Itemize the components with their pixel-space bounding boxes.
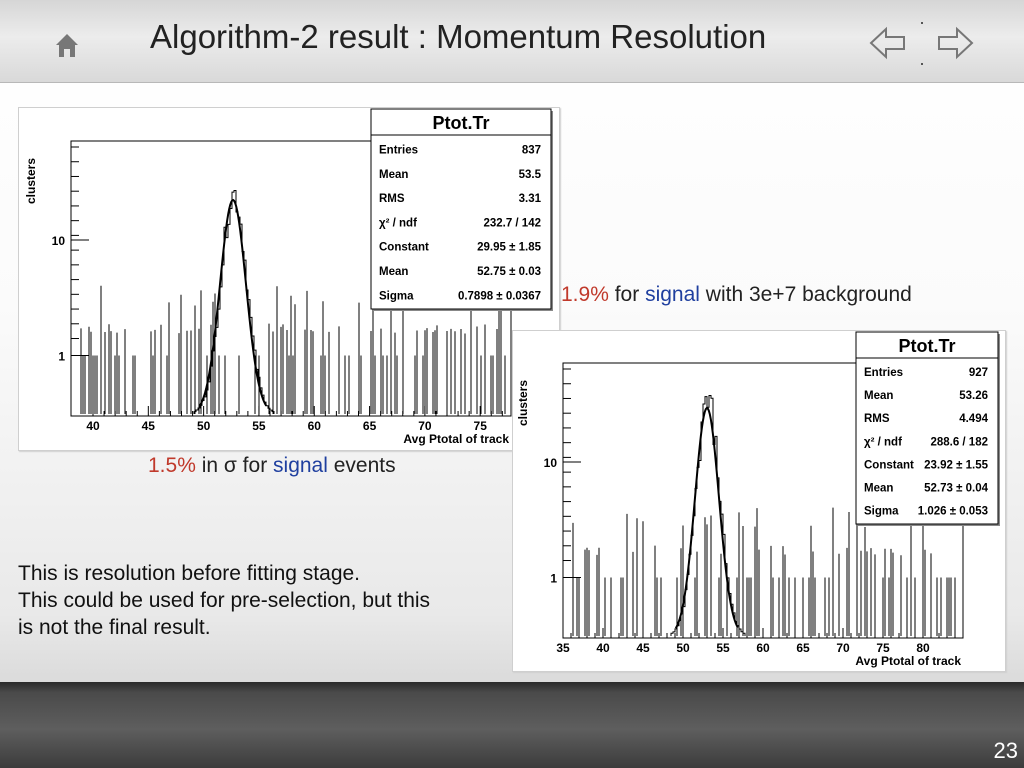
- stats-label: RMS: [379, 193, 405, 205]
- page-title: Algorithm-2 result : Momentum Resolution: [150, 18, 767, 55]
- x-axis-label: Avg Ptotal of track: [855, 654, 961, 668]
- stats-value: 288.6 / 182: [930, 436, 988, 448]
- x-tick-label: 45: [636, 641, 650, 655]
- x-tick-label: 50: [197, 419, 211, 433]
- histogram-peak: [193, 190, 275, 414]
- y-tick-label: 1: [550, 572, 557, 586]
- y-tick-label: 10: [544, 456, 558, 470]
- stats-value: 52.73 ± 0.04: [924, 483, 988, 495]
- x-tick-label: 70: [418, 419, 432, 433]
- gaussian-fit-curve: [198, 198, 268, 408]
- note-line: This is resolution before fitting stage.: [18, 562, 361, 585]
- y-axis-label: clusters: [516, 380, 530, 426]
- caption-right-tail: with 3e+7 background: [699, 283, 912, 306]
- nav-dot: [921, 63, 923, 65]
- x-axis-label: Avg Ptotal of track: [403, 432, 509, 446]
- x-tick-label: 75: [474, 419, 488, 433]
- x-tick-label: 60: [308, 419, 322, 433]
- caption-left-text: in σ for: [195, 454, 274, 477]
- x-tick-label: 55: [716, 641, 730, 655]
- x-tick-label: 60: [756, 641, 770, 655]
- stats-label: Entries: [864, 367, 903, 379]
- histogram-plot-left: clusters 10 1 40 45 50 55 60 65 70 75 Avg Ptotal of…: [18, 107, 560, 451]
- y-tick-label: 10: [52, 234, 66, 248]
- note-text: This is resolution before fitting stage.…: [18, 560, 498, 641]
- stats-label: RMS: [864, 413, 890, 425]
- nav-dot: [921, 22, 923, 24]
- y-axis-label: clusters: [24, 158, 38, 204]
- stats-value: 29.95 ± 1.85: [477, 242, 541, 254]
- home-icon[interactable]: [52, 30, 82, 60]
- caption-left-signal: signal: [273, 454, 328, 477]
- note-line: This could be used for pre-selection, bu…: [18, 589, 431, 612]
- stats-label: Constant: [864, 459, 914, 471]
- stats-box: [370, 108, 552, 310]
- x-tick-label: 35: [556, 641, 570, 655]
- x-tick-label: 80: [916, 641, 930, 655]
- stats-value: 837: [522, 145, 541, 157]
- previous-slide-icon[interactable]: [868, 26, 908, 60]
- y-tick-label: 1: [58, 350, 65, 364]
- x-tick-label: 45: [142, 419, 156, 433]
- stats-value: 23.92 ± 1.55: [924, 459, 988, 471]
- stats-label: Sigma: [379, 290, 414, 302]
- stats-label: Entries: [379, 145, 418, 157]
- x-tick-label: 70: [836, 641, 850, 655]
- caption-left-percent: 1.5%: [148, 454, 196, 477]
- stats-value: 53.5: [519, 169, 542, 181]
- x-tick-label: 65: [796, 641, 810, 655]
- histogram-peak: [670, 394, 746, 636]
- caption-right-percent: 1.9%: [561, 283, 609, 306]
- stats-value: 53.26: [959, 390, 988, 402]
- slide-number: 23: [993, 738, 1018, 763]
- footer-bar: 23: [0, 682, 1024, 768]
- header-bar: Algorithm-2 result : Momentum Resolution: [0, 0, 1024, 83]
- stats-label: Constant: [379, 242, 429, 254]
- stats-label: Sigma: [864, 506, 899, 518]
- stats-value: 4.494: [959, 413, 988, 425]
- caption-right-text: for: [608, 283, 646, 306]
- stats-label: Mean: [864, 483, 893, 495]
- note-line: is not the final result.: [18, 616, 211, 639]
- x-tick-label: 40: [86, 419, 100, 433]
- stats-label: Mean: [864, 390, 893, 402]
- x-tick-label: 65: [363, 419, 377, 433]
- stats-label: Mean: [379, 266, 408, 278]
- x-tick-label: 75: [876, 641, 890, 655]
- stats-value: 0.7898 ± 0.0367: [458, 290, 541, 302]
- stats-label: χ² / ndf: [379, 217, 417, 229]
- stats-box-title: Ptot.Tr: [899, 336, 956, 356]
- stats-value: 52.75 ± 0.03: [477, 266, 541, 278]
- x-tick-label: 50: [676, 641, 690, 655]
- gaussian-fit-curve: [674, 406, 739, 629]
- caption-left-tail: events: [327, 454, 396, 477]
- stats-box-title: Ptot.Tr: [433, 113, 490, 133]
- caption-right-signal: signal: [645, 283, 700, 306]
- stats-box: [855, 331, 999, 525]
- stats-value: 3.31: [519, 193, 542, 205]
- caption-left: 1.5% in σ for signal events: [148, 454, 396, 478]
- histogram-plot-right: clusters 10 1 35 40 45 50 55 60 65 70 75 80 Avg Ptota…: [512, 330, 1006, 672]
- stats-label: χ² / ndf: [864, 436, 902, 448]
- stats-value: 1.026 ± 0.053: [918, 506, 988, 518]
- stats-value: 232.7 / 142: [483, 217, 541, 229]
- stats-label: Mean: [379, 169, 408, 181]
- caption-right: 1.9% for signal with 3e+7 background: [561, 283, 912, 307]
- x-tick-label: 55: [252, 419, 266, 433]
- next-slide-icon[interactable]: [935, 26, 975, 60]
- stats-value: 927: [969, 367, 988, 379]
- x-tick-label: 40: [596, 641, 610, 655]
